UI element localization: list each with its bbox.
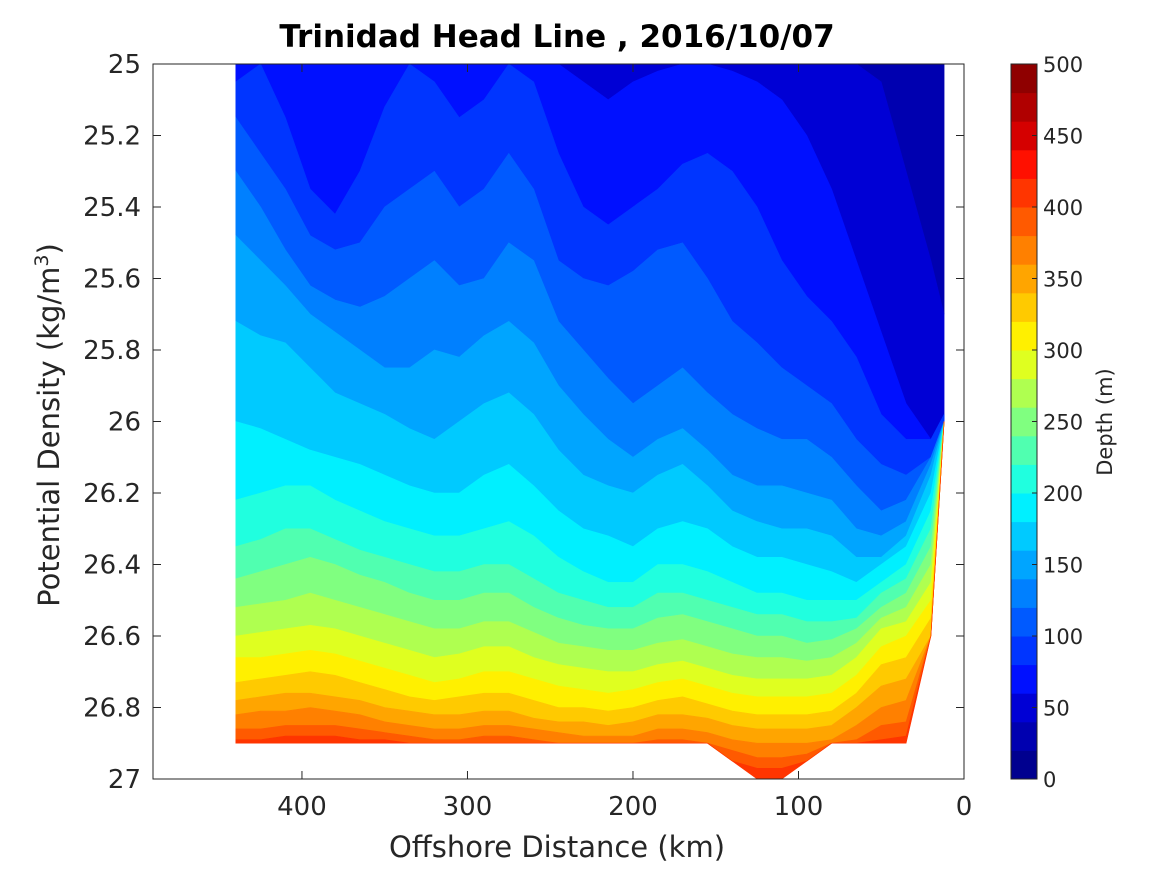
- y-tick-label: 25.4: [83, 193, 141, 223]
- colorbar-ticks: 0 50 100 150 200 250 300 350 400 450 500: [1032, 53, 1083, 792]
- colorbar-tick-label: 500: [1043, 53, 1083, 77]
- y-tick-label: 27: [108, 765, 141, 795]
- x-tick-label: 400: [277, 792, 327, 822]
- colorbar-swatch: [1011, 607, 1037, 637]
- x-tick-label: 300: [443, 792, 493, 822]
- colorbar-tick-label: 250: [1043, 411, 1083, 435]
- colorbar-swatch: [1011, 750, 1037, 780]
- y-tick-label: 25.2: [83, 122, 141, 152]
- x-tick-label: 0: [956, 792, 973, 822]
- colorbar-swatch: [1011, 493, 1037, 523]
- y-tick-label: 26.2: [83, 479, 141, 509]
- colorbar-swatch: [1011, 435, 1037, 465]
- y-tick-label: 26.8: [83, 694, 141, 724]
- colorbar-tick-label: 450: [1043, 125, 1083, 149]
- x-axis-label: Offshore Distance (km): [389, 830, 725, 864]
- colorbar-swatch: [1011, 92, 1037, 122]
- colorbar-swatch: [1011, 149, 1037, 179]
- x-axis-ticks: 400 300 200 100 0: [277, 64, 972, 822]
- colorbar-tick-label: 0: [1043, 768, 1056, 792]
- y-tick-label: 25: [108, 50, 141, 80]
- plot-area: [152, 63, 965, 780]
- y-tick-label: 26: [108, 408, 141, 438]
- x-tick-label: 100: [774, 792, 824, 822]
- colorbar-swatch: [1011, 235, 1037, 265]
- y-axis-ticks: 25 25.2 25.4 25.6 25.8 26 26.2 26.4 26.6 26.8 27: [83, 50, 964, 795]
- y-axis-label-superscript: 3: [31, 254, 53, 266]
- colorbar-swatch: [1011, 464, 1037, 494]
- colorbar-tick-label: 350: [1043, 268, 1083, 292]
- colorbar-swatch: [1011, 636, 1037, 666]
- y-axis-label-main: Potential Density (kg/m: [32, 267, 66, 607]
- colorbar-swatch: [1011, 207, 1037, 237]
- colorbar-tick-label: 100: [1043, 625, 1083, 649]
- colorbar-swatch: [1011, 578, 1037, 608]
- y-axis-label-close: ): [32, 243, 66, 254]
- colorbar-tick-label: 150: [1043, 554, 1083, 578]
- x-tick-label: 200: [608, 792, 658, 822]
- y-axis-label: Potential Density (kg/m3): [31, 243, 66, 607]
- colorbar-label: Depth (m): [1093, 368, 1117, 475]
- colorbar-swatch: [1011, 178, 1037, 208]
- y-tick-label: 25.8: [83, 336, 141, 366]
- colorbar-swatch: [1011, 292, 1037, 322]
- colorbar-swatch: [1011, 378, 1037, 408]
- colorbar-swatch: [1011, 664, 1037, 694]
- colorbar-tick-label: 300: [1043, 339, 1083, 363]
- y-tick-label: 25.6: [83, 265, 141, 295]
- y-tick-label: 26.4: [83, 551, 141, 581]
- colorbar-swatch: [1011, 64, 1037, 94]
- colorbar-tick-label: 200: [1043, 482, 1083, 506]
- colorbar-swatch: [1011, 350, 1037, 380]
- y-tick-label: 26.6: [83, 622, 141, 652]
- colorbar-swatch: [1011, 321, 1037, 351]
- chart-title: Trinidad Head Line , 2016/10/07: [279, 19, 834, 55]
- colorbar-tick-label: 400: [1043, 196, 1083, 220]
- colorbar-swatch: [1011, 721, 1037, 751]
- colorbar-swatch: [1011, 521, 1037, 551]
- contour-band-19: [235, 421, 945, 780]
- colorbar-tick-label: 50: [1043, 697, 1070, 721]
